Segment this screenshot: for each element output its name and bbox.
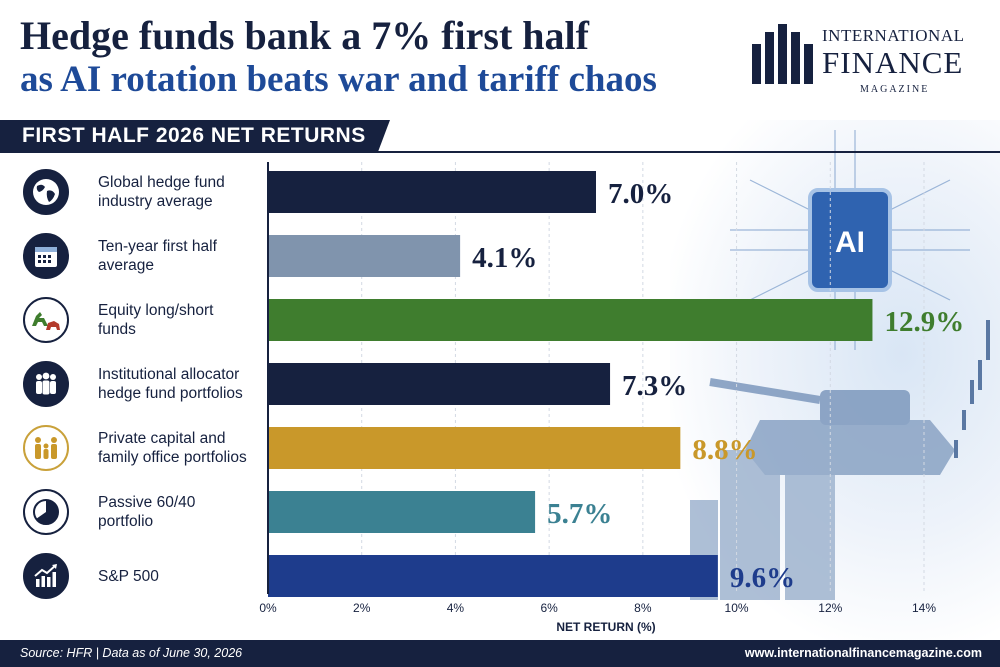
globe-icon	[23, 169, 69, 215]
bar-value-label: 4.1%	[472, 242, 537, 274]
category-label: Institutional allocator hedge fund portf…	[98, 365, 260, 403]
brand-line-3: MAGAZINE	[860, 84, 930, 95]
category-label-line-2: average	[98, 257, 155, 274]
bull-bear-icon	[23, 297, 69, 343]
x-tick-label: 10%	[725, 601, 749, 615]
x-axis-ticks: 0% 2% 4% 6% 8% 10% 12% 14%	[259, 601, 936, 615]
bar-value-label: 5.7%	[547, 498, 612, 530]
brand-logo: INTERNATIONAL FINANCE MAGAZINE	[750, 18, 990, 108]
headline: Hedge funds bank a 7% first half as AI r…	[20, 13, 740, 100]
category-label-line-2: hedge fund portfolios	[98, 385, 243, 402]
category-row-private-capital: Private capital and family office portfo…	[0, 416, 260, 480]
category-row-ten-year: Ten-year first half average	[0, 224, 260, 288]
brand-line-1: INTERNATIONAL	[822, 26, 965, 45]
category-label: Passive 60/40 portfolio	[98, 493, 260, 531]
family-icon	[23, 425, 69, 471]
x-tick-label: 8%	[634, 601, 652, 615]
website-link[interactable]: www.internationalfinancemagazine.com	[744, 646, 982, 660]
bar	[268, 171, 596, 213]
x-axis-label: NET RETURN (%)	[556, 620, 655, 634]
bars	[268, 171, 873, 597]
category-label: Equity long/short funds	[98, 301, 260, 339]
category-label-line-2: portfolio	[98, 513, 154, 530]
category-label-line-1: Passive 60/40	[98, 494, 196, 511]
divider	[0, 151, 1000, 153]
category-label: Global hedge fund industry average	[98, 173, 260, 211]
bar-value-label: 8.8%	[692, 434, 757, 466]
bar-value-label: 7.0%	[608, 178, 673, 210]
calendar-icon	[23, 233, 69, 279]
bar	[268, 427, 681, 469]
category-label-line-1: S&P 500	[98, 568, 159, 585]
x-tick-label: 2%	[353, 601, 371, 615]
value-labels: 7.0% 4.1% 12.9% 7.3%8.8% 5.7% 9.6%	[472, 178, 964, 594]
bar-value-label: 12.9%	[884, 306, 964, 338]
category-row-passive: Passive 60/40 portfolio	[0, 480, 260, 544]
people-icon	[23, 361, 69, 407]
source-note: Source: HFR | Data as of June 30, 2026	[20, 646, 243, 660]
category-label-line-1: Institutional allocator	[98, 366, 240, 383]
bar-value-label: 7.3%	[622, 370, 687, 402]
x-tick-label: 12%	[818, 601, 842, 615]
category-label-line-1: Private capital and	[98, 430, 226, 447]
x-tick-label: 6%	[540, 601, 558, 615]
bar	[268, 555, 718, 597]
headline-line-1: Hedge funds bank a 7% first half	[20, 13, 589, 58]
category-label-line-2: industry average	[98, 193, 213, 210]
logo-bars-icon	[752, 24, 813, 84]
footer: Source: HFR | Data as of June 30, 2026 w…	[0, 640, 1000, 667]
category-label-line-2: family office portfolios	[98, 449, 247, 466]
bar	[268, 363, 611, 405]
bar	[268, 235, 461, 277]
section-title: FIRST HALF 2026 NET RETURNS	[0, 120, 390, 151]
category-label: Private capital and family office portfo…	[98, 429, 260, 467]
x-tick-label: 0%	[259, 601, 277, 615]
category-label-line-1: Equity long/short	[98, 302, 214, 319]
category-label-line-1: Ten-year first half	[98, 238, 217, 255]
bar-value-label: 9.6%	[730, 562, 795, 594]
headline-line-2: as AI rotation beats war and tariff chao…	[20, 58, 657, 100]
category-row-sp500: S&P 500	[0, 544, 260, 608]
category-row-global: Global hedge fund industry average	[0, 160, 260, 224]
category-row-equity: Equity long/short funds	[0, 288, 260, 352]
pie-chart-icon	[23, 489, 69, 535]
brand-line-2: FINANCE	[822, 45, 964, 80]
category-label: Ten-year first half average	[98, 237, 260, 275]
category-label-line-1: Global hedge fund	[98, 174, 225, 191]
bar	[268, 491, 536, 533]
x-tick-label: 4%	[447, 601, 465, 615]
x-tick-label: 14%	[912, 601, 936, 615]
trend-chart-icon	[23, 553, 69, 599]
category-label: S&P 500	[98, 567, 260, 586]
bar	[268, 299, 873, 341]
category-label-line-2: funds	[98, 321, 136, 338]
category-row-institutional: Institutional allocator hedge fund portf…	[0, 352, 260, 416]
